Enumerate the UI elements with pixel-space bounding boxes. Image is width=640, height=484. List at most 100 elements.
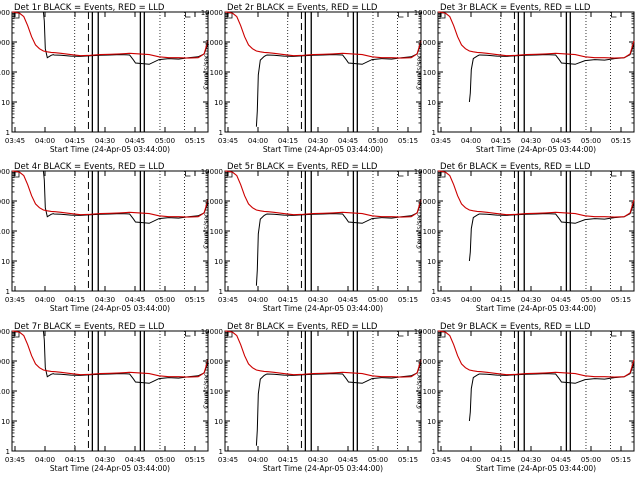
y-tick-label: 1 (6, 129, 10, 137)
y-tick-label: 10 (1, 258, 10, 266)
events-series-line (468, 362, 635, 422)
y-axis-label: Counts/sec (415, 373, 423, 409)
x-tick-label: 04:45 (125, 137, 145, 145)
corner-marker-right (398, 331, 404, 337)
y-axis-label: Counts/sec (202, 213, 210, 249)
plot-frame (437, 11, 635, 133)
x-axis-label: Start Time (24-Apr-05 03:44:00) (50, 464, 170, 473)
x-tick-label: 04:00 (248, 456, 268, 464)
y-axis-label: Counts/sec (415, 213, 423, 249)
y-tick-label: 1 (219, 129, 223, 137)
x-tick-label: 04:30 (308, 456, 328, 464)
corner-marker-right (185, 331, 191, 337)
x-tick-label: 04:30 (95, 456, 115, 464)
x-tick-label: 03:45 (218, 296, 238, 304)
x-tick-label: 04:15 (278, 137, 298, 145)
detector-panel-8: Det 8r BLACK = Events, RED = LLD Counts/s… (201, 322, 422, 473)
events-series-line (255, 362, 422, 446)
y-tick-label: 10000 (0, 168, 10, 176)
y-tick-label: 10000 (414, 328, 436, 336)
corner-marker-right (398, 12, 404, 18)
y-tick-label: 100 (210, 69, 223, 77)
y-tick-label: 10 (214, 99, 223, 107)
panel-title: Det 1r BLACK = Events, RED = LLD (14, 3, 165, 13)
x-tick-label: 04:30 (308, 296, 328, 304)
x-axis-label: Start Time (24-Apr-05 03:44:00) (476, 464, 596, 473)
x-tick-label: 04:45 (125, 296, 145, 304)
x-tick-label: 03:45 (431, 137, 451, 145)
y-tick-label: 100 (0, 228, 10, 236)
y-axis-label: Counts/sec (202, 373, 210, 409)
panel-title: Det 2r BLACK = Events, RED = LLD (227, 3, 378, 13)
corner-marker-right (611, 331, 617, 337)
panel-title: Det 4r BLACK = Events, RED = LLD (14, 162, 165, 172)
x-tick-label: 05:15 (398, 137, 418, 145)
y-tick-label: 1000 (0, 358, 10, 366)
y-tick-label: 1 (6, 448, 10, 456)
x-tick-label: 04:45 (338, 137, 358, 145)
x-tick-label: 04:45 (551, 456, 571, 464)
x-tick-label: 04:15 (65, 296, 85, 304)
x-tick-label: 03:45 (218, 456, 238, 464)
y-tick-label: 10000 (414, 168, 436, 176)
x-tick-label: 03:45 (5, 456, 25, 464)
y-tick-label: 1 (432, 129, 436, 137)
y-axis-label: Counts/sec (415, 54, 423, 90)
y-tick-label: 10000 (414, 9, 436, 17)
x-tick-label: 03:45 (5, 137, 25, 145)
plot-frame (224, 170, 422, 292)
panel-title: Det 5r BLACK = Events, RED = LLD (227, 162, 378, 172)
x-tick-label: 04:30 (521, 296, 541, 304)
y-tick-label: 100 (423, 228, 436, 236)
x-axis-label: Start Time (24-Apr-05 03:44:00) (476, 145, 596, 154)
lld-series-line (11, 11, 209, 59)
x-tick-label: 04:15 (65, 137, 85, 145)
events-series-line (255, 202, 422, 286)
y-tick-label: 1000 (0, 198, 10, 206)
y-tick-label: 10000 (201, 168, 223, 176)
detector-panel-5: Det 5r BLACK = Events, RED = LLD Counts/s… (201, 162, 422, 313)
x-tick-label: 04:45 (338, 456, 358, 464)
y-tick-label: 1000 (418, 198, 436, 206)
x-tick-label: 04:00 (35, 137, 55, 145)
y-tick-label: 10 (214, 258, 223, 266)
x-tick-label: 03:45 (218, 137, 238, 145)
y-tick-label: 1000 (418, 39, 436, 47)
x-tick-label: 04:00 (35, 296, 55, 304)
x-tick-label: 03:45 (5, 296, 25, 304)
x-tick-label: 04:30 (521, 456, 541, 464)
x-tick-label: 04:00 (248, 137, 268, 145)
x-tick-label: 05:00 (368, 456, 388, 464)
x-tick-label: 05:00 (581, 137, 601, 145)
x-tick-label: 05:15 (611, 137, 631, 145)
plot-frame (224, 11, 422, 133)
panel-title: Det 9r BLACK = Events, RED = LLD (440, 322, 591, 332)
y-tick-label: 1000 (0, 39, 10, 47)
y-tick-label: 100 (423, 388, 436, 396)
x-tick-label: 05:15 (185, 137, 205, 145)
lld-series-line (11, 330, 209, 378)
x-tick-label: 05:00 (368, 296, 388, 304)
x-axis-label: Start Time (24-Apr-05 03:44:00) (50, 304, 170, 313)
x-axis-label: Start Time (24-Apr-05 03:44:00) (50, 145, 170, 154)
x-tick-label: 04:00 (35, 456, 55, 464)
lld-series-line (224, 330, 422, 378)
y-tick-label: 10000 (201, 328, 223, 336)
y-tick-label: 1 (432, 448, 436, 456)
x-axis-label: Start Time (24-Apr-05 03:44:00) (476, 304, 596, 313)
y-tick-label: 1 (219, 448, 223, 456)
x-tick-label: 04:15 (278, 456, 298, 464)
lld-series-line (224, 170, 422, 218)
events-series-line (42, 330, 209, 384)
y-tick-label: 100 (210, 388, 223, 396)
x-tick-label: 04:00 (248, 296, 268, 304)
x-tick-label: 04:00 (461, 137, 481, 145)
lld-series-line (437, 330, 635, 378)
x-tick-label: 04:45 (338, 296, 358, 304)
y-tick-label: 10 (427, 258, 436, 266)
lld-series-line (11, 170, 209, 218)
panel-title: Det 8r BLACK = Events, RED = LLD (227, 322, 378, 332)
y-tick-label: 1 (219, 288, 223, 296)
plot-frame (224, 330, 422, 452)
x-axis-label: Start Time (24-Apr-05 03:44:00) (263, 304, 383, 313)
